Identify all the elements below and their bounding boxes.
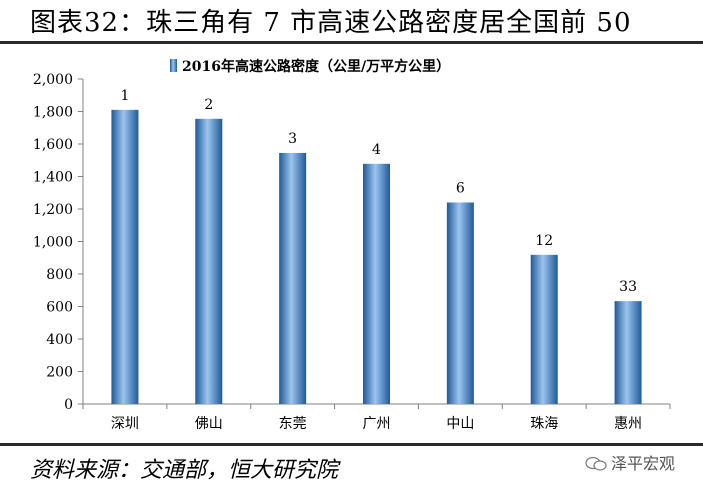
bar-rank-label: 6 — [456, 181, 465, 197]
watermark-text: 泽平宏观 — [611, 454, 676, 473]
x-category-label: 深圳 — [111, 416, 139, 432]
y-tick-label: 2,000 — [33, 72, 73, 88]
bar-深圳 — [111, 109, 139, 404]
y-tick-label: 200 — [46, 365, 73, 381]
y-tick-label: 1,200 — [33, 202, 73, 218]
y-tick-label: 800 — [46, 267, 73, 283]
category-labels: 深圳 佛山 东莞 广州 中山 珠海 惠州 — [111, 416, 642, 432]
top-rule — [0, 41, 703, 44]
bar-广州 — [363, 163, 390, 404]
bar-rank-label: 3 — [288, 131, 297, 147]
watermark: 泽平宏观 — [585, 450, 675, 474]
x-category-label: 广州 — [363, 416, 391, 432]
bar-惠州 — [614, 301, 642, 404]
legend: 2016年高速公路密度（公里/万平方公里） — [170, 58, 450, 75]
legend-swatch — [170, 59, 177, 72]
x-axis — [82, 404, 671, 409]
bottom-rule — [0, 443, 703, 446]
bar-rank-label: 33 — [619, 279, 637, 295]
y-tick-label: 1,400 — [33, 170, 73, 186]
bar-chart: 2016年高速公路密度（公里/万平方公里） 0 200 400 600 800 1,000… — [33, 58, 671, 432]
y-axis: 0 200 400 600 800 1,000 1,200 1,400 1,600 1,800 2,… — [33, 72, 83, 413]
bar-东莞 — [279, 152, 307, 404]
y-tick-label: 600 — [46, 300, 73, 316]
bar-rank-label: 2 — [204, 97, 213, 113]
bar-rank-label: 4 — [372, 142, 381, 158]
bar-中山 — [446, 202, 474, 404]
bar-rank-label: 12 — [535, 233, 553, 249]
chart-title: 图表32：珠三角有 7 市高速公路密度居全国前 50 — [30, 8, 632, 38]
x-category-label: 中山 — [446, 416, 474, 432]
legend-label: 2016年高速公路密度（公里/万平方公里） — [182, 58, 450, 75]
wechat-icon — [585, 457, 607, 471]
y-tick-label: 1,000 — [33, 235, 73, 251]
bar-series — [111, 109, 642, 404]
x-category-label: 珠海 — [530, 416, 558, 432]
bar-rank-label: 1 — [120, 88, 129, 104]
y-tick-label: 1,800 — [33, 105, 73, 121]
bar-珠海 — [530, 254, 558, 404]
bar-佛山 — [195, 118, 223, 404]
source-note: 资料来源：交通部，恒大研究院 — [30, 458, 339, 483]
x-category-label: 东莞 — [279, 416, 307, 432]
y-tick-label: 0 — [64, 397, 73, 413]
x-category-label: 佛山 — [195, 416, 223, 432]
y-tick-label: 1,600 — [33, 137, 73, 153]
x-category-label: 惠州 — [614, 416, 642, 432]
y-tick-label: 400 — [46, 332, 73, 348]
